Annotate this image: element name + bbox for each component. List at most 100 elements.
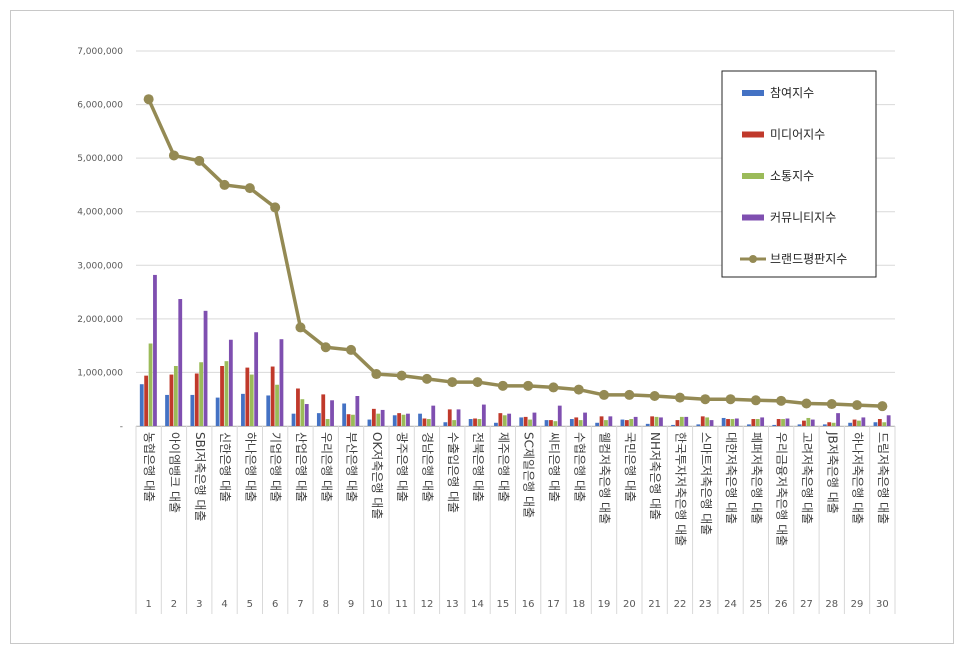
bar-1-27 — [797, 424, 802, 426]
y-axis-ticks: - 1,000,000 2,000,000 3,000,000 4,000,000 5,0… — [77, 47, 123, 432]
brand-index-point-12 — [421, 373, 432, 384]
category-label-13: 수출입은행 대출 — [446, 432, 461, 513]
bar-2-15 — [498, 413, 503, 426]
brand-index-point-28 — [826, 399, 837, 410]
rank-label-14: 14 — [471, 599, 484, 610]
brand-index-point-27 — [801, 398, 812, 409]
brand-index-point-23 — [700, 394, 711, 405]
bar-1-16 — [519, 417, 524, 426]
bar-2-21 — [650, 416, 655, 426]
bar-4-11 — [406, 413, 410, 426]
brand-index-point-24 — [725, 394, 736, 405]
bar-2-4 — [220, 366, 224, 426]
rank-label-10: 10 — [370, 599, 383, 610]
brand-index-point-30 — [877, 401, 888, 412]
bar-3-4 — [224, 361, 229, 426]
bar-2-11 — [397, 413, 402, 426]
rank-label-23: 23 — [699, 599, 712, 610]
bar-1-13 — [443, 422, 448, 426]
bar-1-23 — [696, 424, 701, 426]
bar-3-22 — [679, 416, 684, 426]
legend-marker — [749, 255, 757, 263]
bar-1-20 — [620, 419, 625, 426]
bar-3-17 — [553, 421, 558, 426]
category-label-29: 하나저축은행 대출 — [851, 432, 866, 524]
rank-label-17: 17 — [547, 599, 560, 610]
bar-3-10 — [376, 413, 381, 426]
bar-3-21 — [654, 416, 659, 426]
bar-4-9 — [355, 396, 360, 426]
legend-swatch-4 — [742, 214, 764, 221]
brand-index-point-7 — [295, 322, 306, 333]
brand-index-point-17 — [548, 382, 559, 393]
bar-3-9 — [351, 414, 355, 426]
bar-2-14 — [473, 418, 477, 426]
category-label-10: OK저축은행 대출 — [370, 432, 385, 519]
category-label-30: 드림저축은행 대출 — [876, 432, 891, 524]
bar-1-19 — [595, 422, 600, 426]
rank-label-29: 29 — [851, 599, 864, 610]
bar-1-15 — [494, 422, 498, 426]
brand-index-point-1 — [143, 94, 154, 105]
bar-3-8 — [325, 419, 330, 426]
bar-4-10 — [380, 409, 385, 426]
bar-3-20 — [629, 419, 634, 426]
bar-4-15 — [507, 413, 512, 426]
bar-4-24 — [734, 418, 739, 426]
category-label-14: 전북은행 대출 — [471, 432, 486, 502]
brand-index-point-10 — [371, 369, 382, 380]
bar-4-18 — [583, 412, 587, 426]
bar-1-2 — [165, 394, 169, 426]
bar-1-11 — [392, 415, 397, 426]
bar-2-19 — [599, 416, 604, 426]
rank-label-1: 1 — [145, 599, 151, 610]
bar-4-3 — [203, 310, 208, 426]
bar-3-3 — [199, 362, 204, 426]
bar-4-21 — [659, 417, 663, 426]
bar-2-3 — [194, 373, 199, 426]
bar-4-28 — [836, 413, 840, 426]
bar-1-8 — [316, 413, 321, 426]
y-tick-label: - — [120, 422, 123, 432]
bar-2-18 — [574, 417, 579, 426]
category-label-3: SBI저축은행 대출 — [193, 432, 208, 521]
y-tick-label: 1,000,000 — [77, 368, 123, 378]
bar-4-19 — [608, 416, 613, 426]
brand-index-point-3 — [194, 155, 205, 166]
legend-swatch-2 — [742, 131, 764, 138]
bar-1-17 — [544, 420, 549, 426]
category-label-1: 농협은행 대출 — [142, 432, 157, 502]
bar-4-25 — [760, 417, 765, 426]
category-label-18: 수협은행 대출 — [572, 432, 587, 502]
brand-index-point-20 — [624, 389, 635, 400]
bar-3-1 — [148, 343, 153, 426]
bar-4-4 — [228, 339, 233, 426]
bar-1-14 — [468, 419, 473, 426]
bar-1-9 — [342, 403, 347, 426]
rank-label-26: 26 — [775, 599, 788, 610]
bar-2-26 — [776, 419, 781, 426]
rank-label-28: 28 — [825, 599, 838, 610]
legend-swatch-1 — [742, 90, 764, 96]
brand-index-point-29 — [852, 400, 863, 411]
bar-2-2 — [169, 374, 174, 426]
bar-2-28 — [827, 422, 832, 426]
bar-3-2 — [173, 366, 178, 426]
rank-label-4: 4 — [221, 599, 227, 610]
rank-label-24: 24 — [724, 599, 737, 610]
legend-label-5: 브랜드평판지수 — [770, 252, 847, 266]
bar-4-17 — [557, 405, 562, 426]
bar-4-27 — [810, 419, 815, 426]
bar-1-12 — [418, 413, 422, 426]
bar-2-23 — [700, 416, 705, 426]
brand-index-point-15 — [497, 380, 508, 391]
brand-index-point-8 — [320, 342, 331, 353]
bar-3-18 — [578, 420, 583, 426]
bar-2-16 — [523, 416, 528, 426]
bar-1-21 — [645, 423, 650, 426]
category-label-9: 부산은행 대출 — [345, 432, 360, 502]
legend-swatch-3 — [742, 173, 764, 179]
bar-1-10 — [367, 419, 372, 426]
bar-1-7 — [291, 413, 296, 426]
